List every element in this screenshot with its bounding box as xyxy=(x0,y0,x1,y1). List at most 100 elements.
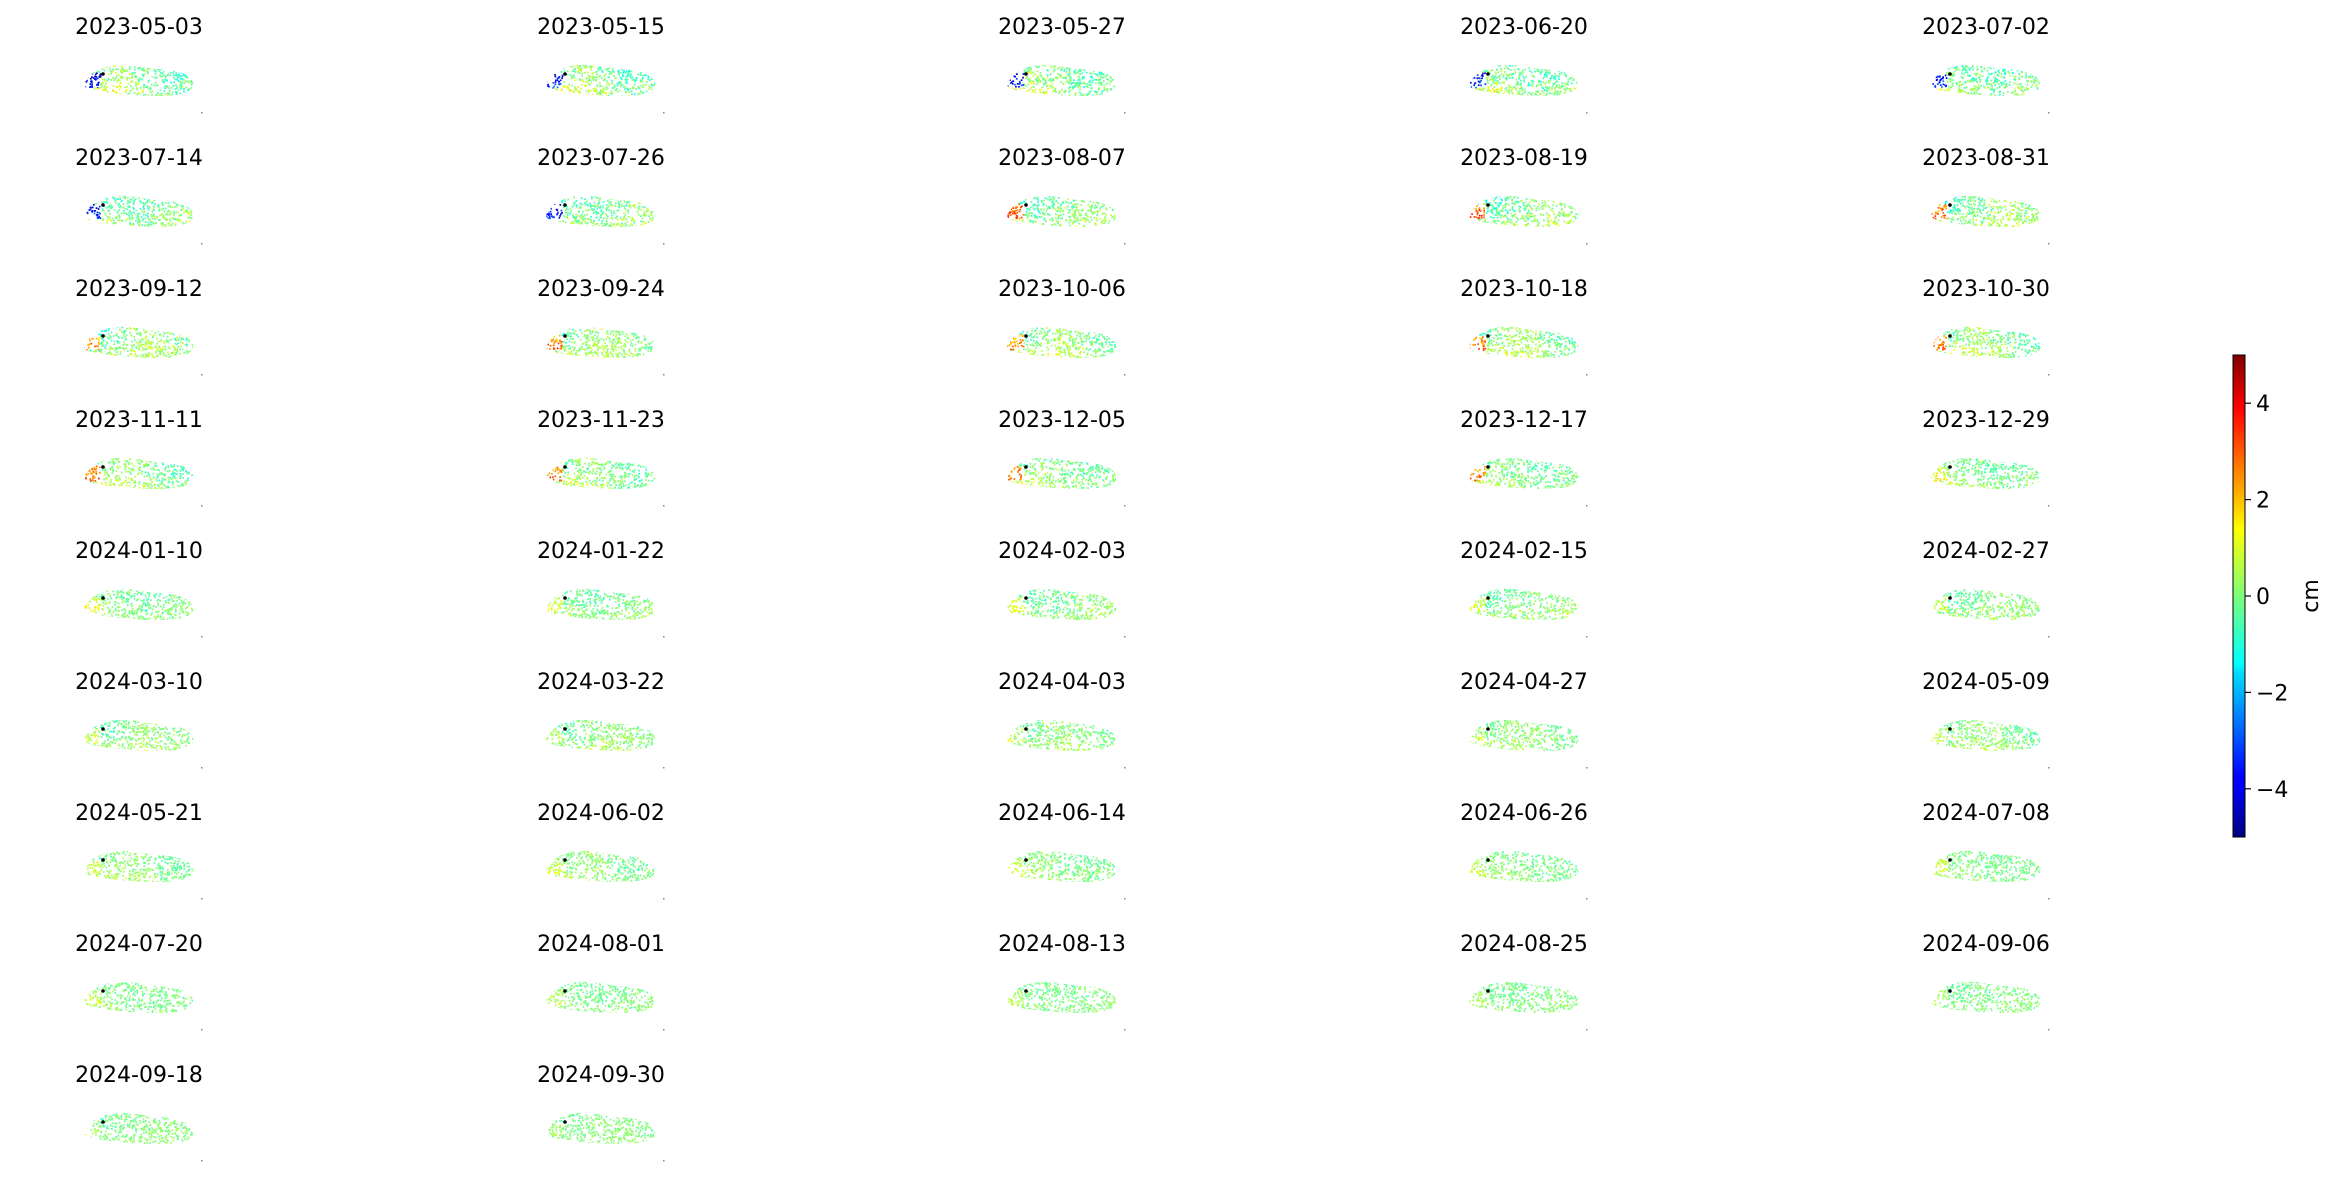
isolated-pixel xyxy=(1124,374,1126,376)
reference-point xyxy=(1024,465,1028,469)
panel: 2023-08-07 xyxy=(998,146,1126,245)
panel: 2023-05-27 xyxy=(998,15,1126,114)
reference-point xyxy=(101,1120,105,1124)
isolated-pixel xyxy=(2048,636,2050,638)
panel-date-title: 2024-09-30 xyxy=(537,1063,665,1088)
panel: 2023-06-20 xyxy=(1460,15,1588,114)
isolated-pixel xyxy=(1586,767,1588,769)
reference-point xyxy=(101,334,105,338)
isolated-pixel xyxy=(201,1160,203,1162)
reference-point xyxy=(101,727,105,731)
isolated-pixel xyxy=(663,243,665,245)
displacement-map xyxy=(1469,850,1588,900)
displacement-map xyxy=(1007,850,1126,900)
reference-point xyxy=(1948,727,1952,731)
displacement-map xyxy=(546,1112,665,1162)
isolated-pixel xyxy=(201,112,203,114)
panel-date-title: 2023-07-26 xyxy=(537,146,665,171)
colorbar-tick-label: −2 xyxy=(2256,681,2288,706)
panel: 2023-09-12 xyxy=(75,277,203,376)
panel: 2024-01-22 xyxy=(537,539,665,638)
isolated-pixel xyxy=(663,374,665,376)
reference-point xyxy=(101,465,105,469)
reference-point xyxy=(1024,596,1028,600)
displacement-map xyxy=(1007,981,1126,1031)
panel: 2023-10-18 xyxy=(1460,277,1588,376)
panel: 2024-09-18 xyxy=(75,1063,203,1162)
reference-point xyxy=(563,727,567,731)
panel: 2024-04-03 xyxy=(998,670,1126,769)
panel: 2024-03-22 xyxy=(537,670,665,769)
panel-date-title: 2024-06-26 xyxy=(1460,801,1588,826)
reference-point xyxy=(1948,334,1952,338)
isolated-pixel xyxy=(1586,898,1588,900)
displacement-map xyxy=(1469,195,1588,245)
panel-date-title: 2023-12-29 xyxy=(1922,408,2050,433)
reference-point xyxy=(101,989,105,993)
panel: 2023-05-03 xyxy=(75,15,203,114)
panel-date-title: 2024-06-02 xyxy=(537,801,665,826)
isolated-pixel xyxy=(201,1029,203,1031)
displacement-map xyxy=(1469,588,1588,638)
displacement-map xyxy=(1931,719,2050,769)
panel-date-title: 2024-03-22 xyxy=(537,670,665,695)
panel: 2023-07-26 xyxy=(537,146,665,245)
panel-date-title: 2023-11-11 xyxy=(75,408,203,433)
reference-point xyxy=(1486,465,1490,469)
panel-date-title: 2023-09-12 xyxy=(75,277,203,302)
panel: 2024-06-02 xyxy=(537,801,665,900)
panel-date-title: 2024-03-10 xyxy=(75,670,203,695)
displacement-map xyxy=(546,326,665,376)
isolated-pixel xyxy=(1124,112,1126,114)
isolated-pixel xyxy=(1586,636,1588,638)
reference-point xyxy=(101,203,105,207)
reference-point xyxy=(1486,334,1490,338)
displacement-map xyxy=(546,64,665,114)
panel: 2024-07-08 xyxy=(1922,801,2050,900)
panel: 2023-07-14 xyxy=(75,146,203,245)
panel: 2023-08-19 xyxy=(1460,146,1588,245)
colorbar-label: cm xyxy=(2299,579,2324,613)
panel-date-title: 2023-06-20 xyxy=(1460,15,1588,40)
displacement-map xyxy=(1469,64,1588,114)
panel: 2024-09-06 xyxy=(1922,932,2050,1031)
isolated-pixel xyxy=(663,1029,665,1031)
displacement-map xyxy=(1007,457,1126,507)
panel-date-title: 2024-04-03 xyxy=(998,670,1126,695)
panel-date-title: 2024-09-06 xyxy=(1922,932,2050,957)
isolated-pixel xyxy=(2048,1029,2050,1031)
displacement-map xyxy=(546,457,665,507)
isolated-pixel xyxy=(663,505,665,507)
displacement-map xyxy=(1007,588,1126,638)
panel-date-title: 2024-08-25 xyxy=(1460,932,1588,957)
panel-date-title: 2023-07-14 xyxy=(75,146,203,171)
panel-date-title: 2023-07-02 xyxy=(1922,15,2050,40)
panel-date-title: 2024-01-22 xyxy=(537,539,665,564)
panel: 2024-09-30 xyxy=(537,1063,665,1162)
displacement-map xyxy=(84,588,203,638)
panel: 2023-07-02 xyxy=(1922,15,2050,114)
panel: 2024-05-21 xyxy=(75,801,203,900)
displacement-map xyxy=(1007,195,1126,245)
displacement-map xyxy=(546,981,665,1031)
panel: 2024-06-14 xyxy=(998,801,1126,900)
panel: 2023-12-17 xyxy=(1460,408,1588,507)
panel-date-title: 2024-02-15 xyxy=(1460,539,1588,564)
panel: 2023-11-11 xyxy=(75,408,203,507)
isolated-pixel xyxy=(1124,243,1126,245)
displacement-map xyxy=(1007,326,1126,376)
reference-point xyxy=(1948,989,1952,993)
isolated-pixel xyxy=(201,767,203,769)
displacement-map xyxy=(84,195,203,245)
displacement-map xyxy=(1007,64,1126,114)
panel-date-title: 2023-08-31 xyxy=(1922,146,2050,171)
displacement-map xyxy=(1469,719,1588,769)
displacement-map xyxy=(1931,64,2050,114)
colorbar-ticks: 4 2 0 −2 −4 xyxy=(2245,392,2288,803)
panel: 2024-05-09 xyxy=(1922,670,2050,769)
reference-point xyxy=(1948,72,1952,76)
panel: 2023-12-29 xyxy=(1922,408,2050,507)
panel-date-title: 2023-05-03 xyxy=(75,15,203,40)
panel: 2024-03-10 xyxy=(75,670,203,769)
panel-date-title: 2024-06-14 xyxy=(998,801,1126,826)
